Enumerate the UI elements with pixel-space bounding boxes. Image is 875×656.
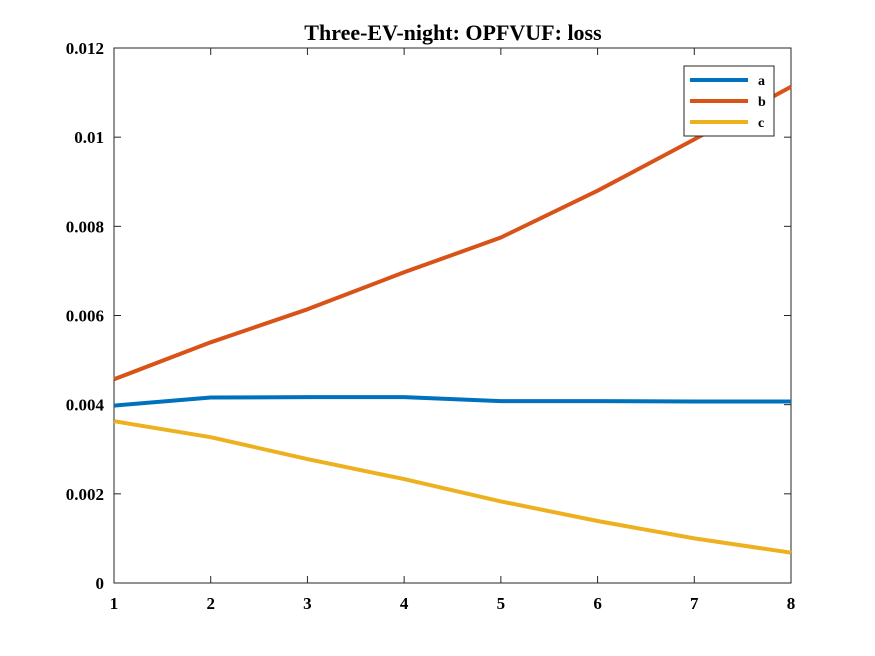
x-tick-label: 1 [110, 594, 119, 613]
x-tick-label: 2 [206, 594, 215, 613]
axes: 1 2 3 4 5 6 7 8 0 0.002 0.004 0.006 0.008 0.01 0.012 [66, 39, 796, 613]
legend-label-c: c [758, 116, 764, 131]
y-tick-label: 0.01 [74, 128, 104, 147]
legend-label-a: a [758, 74, 765, 89]
chart-title: Three-EV-night: OPFVUF: loss [304, 20, 602, 45]
x-tick-label: 4 [400, 594, 409, 613]
series-lines [113, 85, 792, 555]
x-tick-label: 5 [497, 594, 506, 613]
y-tick-label: 0.006 [66, 307, 104, 326]
series-line-c [113, 419, 792, 555]
plot-area-box [113, 47, 792, 584]
legend-label-b: b [758, 95, 766, 110]
x-tick-label: 6 [593, 594, 602, 613]
x-tick-label: 7 [690, 594, 699, 613]
y-tick-label: 0 [96, 574, 105, 593]
series-line-b [113, 85, 792, 382]
y-tick-label: 0.008 [66, 217, 104, 236]
legend: abc [683, 65, 775, 137]
y-tick-label: 0.012 [66, 39, 104, 58]
y-tick-label: 0.004 [66, 396, 105, 415]
series-line-a [113, 395, 791, 408]
x-tick-label: 3 [303, 594, 312, 613]
y-tick-label: 0.002 [66, 485, 104, 504]
x-tick-label: 8 [787, 594, 796, 613]
